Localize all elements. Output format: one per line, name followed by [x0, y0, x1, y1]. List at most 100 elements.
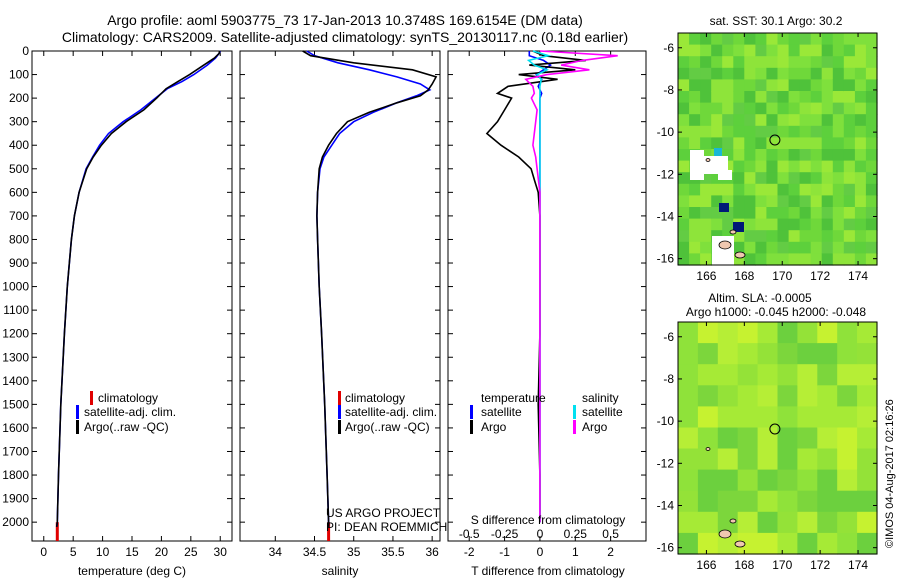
figure-title-line2: Climatology: CARS2009. Satellite-adjuste…	[62, 29, 628, 45]
map-cold-cell	[719, 203, 729, 212]
map-cell	[799, 44, 812, 57]
map-cell	[678, 385, 699, 407]
map-cell	[788, 241, 801, 254]
map-cell	[788, 114, 801, 127]
island	[718, 240, 732, 250]
map-y-tick-label: -6	[663, 330, 674, 344]
map-y-tick-label: -14	[657, 498, 675, 512]
imos-watermark: ©IMOS 04-Aug-2017 02:16:26	[884, 399, 896, 548]
map-cell	[722, 33, 734, 46]
map-cell	[865, 91, 878, 104]
map-cell	[755, 114, 768, 127]
map-cell	[711, 137, 723, 150]
map-cell	[737, 490, 759, 513]
map-cell	[854, 137, 867, 150]
map-cell	[837, 532, 858, 555]
map-cell	[854, 33, 867, 46]
map-cell	[678, 406, 699, 429]
map-cell	[777, 469, 798, 492]
temperature-panel: 0100200300400500600700800900100011001200…	[2, 44, 233, 578]
map-cell	[777, 448, 798, 471]
map-cell	[678, 218, 690, 231]
map-cell	[733, 114, 745, 127]
map-cell	[733, 44, 745, 57]
map-cell	[843, 253, 856, 266]
map-cell	[857, 532, 878, 555]
profile-location-marker	[769, 134, 781, 146]
map-cell	[678, 532, 699, 555]
map-cell	[755, 67, 768, 80]
x-tick-label: 35	[347, 545, 361, 559]
map-cell	[733, 56, 745, 69]
map-cell	[737, 511, 759, 534]
map-cell	[744, 218, 756, 231]
map-cell	[697, 406, 719, 429]
sla-map-panel: Altim. SLA: -0.0005 Argo h1000: -0.045 h…	[657, 291, 878, 572]
map-cell	[799, 125, 812, 138]
map-cell	[717, 490, 739, 513]
map-cell	[717, 322, 739, 344]
map-cell	[777, 230, 790, 243]
map-cell	[711, 56, 723, 69]
y-tick-label: 1300	[2, 350, 29, 364]
map-cell	[757, 364, 779, 386]
map-cell	[854, 160, 867, 173]
map-cell	[755, 183, 768, 196]
map-cell	[678, 511, 699, 534]
map-cell	[865, 125, 878, 138]
map-cell	[854, 172, 867, 185]
map-cell	[689, 102, 701, 115]
map-cell	[837, 364, 858, 386]
map-cell	[733, 149, 745, 162]
map-cell	[711, 207, 723, 220]
map-cell	[810, 102, 823, 115]
map-cell	[737, 406, 759, 429]
map-cell	[700, 218, 712, 231]
map-cell	[865, 33, 878, 46]
temperature-legend: climatology satellite-adj. clim. Argo(..…	[76, 391, 176, 434]
map-cell	[865, 137, 878, 150]
map-cell	[678, 67, 690, 80]
map-cell	[733, 33, 745, 46]
map-x-tick-label: 170	[772, 558, 792, 572]
map-cell	[766, 172, 779, 185]
map-cell	[788, 44, 801, 57]
y-tick-label: 400	[9, 138, 29, 152]
map-cell	[797, 490, 818, 513]
x-tick-label: 10	[96, 545, 110, 559]
map-cell	[714, 148, 722, 156]
map-cell	[810, 114, 823, 127]
map-cell	[832, 241, 845, 254]
salinity-legend: climatology satellite-adj. clim. Argo(..…	[338, 391, 437, 434]
map-cell	[697, 427, 719, 450]
map-cell	[854, 44, 867, 57]
map-cell	[678, 160, 690, 173]
series-s-argo	[524, 50, 618, 523]
map-cell	[777, 125, 790, 138]
map-cell	[717, 427, 739, 450]
map-cell	[717, 364, 739, 386]
map-cell	[832, 183, 845, 196]
map-y-tick-label: -10	[657, 125, 675, 139]
map-cell	[689, 253, 701, 266]
map-cell	[678, 364, 699, 386]
map-cell	[697, 364, 719, 386]
legend-swatch-satellite	[338, 405, 341, 419]
map-cell	[766, 33, 779, 46]
map-cell	[865, 218, 878, 231]
map-cell	[854, 91, 867, 104]
map-cell	[766, 125, 779, 138]
map-cell	[700, 56, 712, 69]
map-cell	[777, 253, 790, 266]
x-tick-label: 0	[537, 545, 544, 559]
map-y-tick-label: -16	[657, 541, 675, 555]
map-cell	[689, 195, 701, 208]
y-tick-label: 200	[9, 91, 29, 105]
map-cell	[757, 385, 779, 407]
map-x-tick-label: 174	[848, 269, 868, 283]
map-cell	[744, 33, 756, 46]
map-cell	[744, 230, 756, 243]
map-cell	[865, 241, 878, 254]
map-cell	[733, 137, 745, 150]
map-cell	[733, 102, 745, 115]
